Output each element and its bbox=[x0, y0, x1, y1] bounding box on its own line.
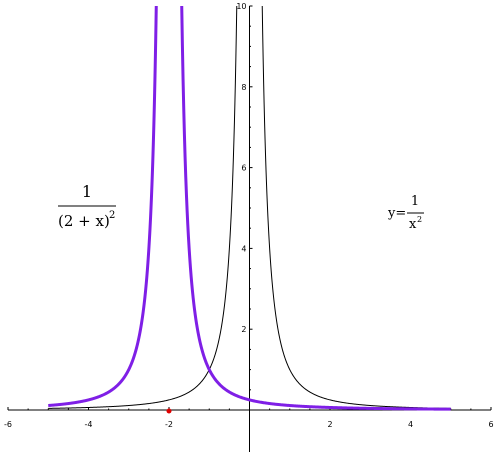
y-tick-label: 2 bbox=[241, 325, 246, 334]
y-tick-label: 6 bbox=[241, 164, 246, 173]
annotation-right-denominator: x bbox=[409, 217, 417, 232]
y-tick-label: 4 bbox=[241, 244, 246, 253]
x-tick-label: -2 bbox=[165, 420, 173, 429]
point-marker bbox=[166, 408, 172, 414]
x-tick-label: -6 bbox=[4, 420, 12, 429]
x-tick-label: 6 bbox=[488, 420, 493, 429]
annotation-right-exponent: 2 bbox=[417, 215, 422, 224]
annotation-right-prefix: y= bbox=[387, 206, 406, 221]
annotation-left-formula: 1 (2 + x) 2 bbox=[58, 182, 116, 230]
annotation-right-formula: y= 1 x 2 bbox=[387, 194, 424, 232]
y-tick-label: 8 bbox=[241, 83, 246, 92]
annotation-left-exponent: 2 bbox=[109, 210, 115, 221]
annotation-left-denominator: (2 + x) bbox=[58, 212, 110, 230]
series-line-shifted-inverse-square bbox=[47, 5, 452, 411]
x-tick-label: 2 bbox=[327, 420, 332, 429]
y-tick-label: 10 bbox=[236, 2, 246, 11]
x-tick-label: -4 bbox=[85, 420, 93, 429]
annotation-right-numerator: 1 bbox=[411, 194, 419, 209]
curves bbox=[47, 5, 452, 411]
annotation-left-numerator: 1 bbox=[82, 182, 92, 201]
x-tick-label: 4 bbox=[408, 420, 413, 429]
